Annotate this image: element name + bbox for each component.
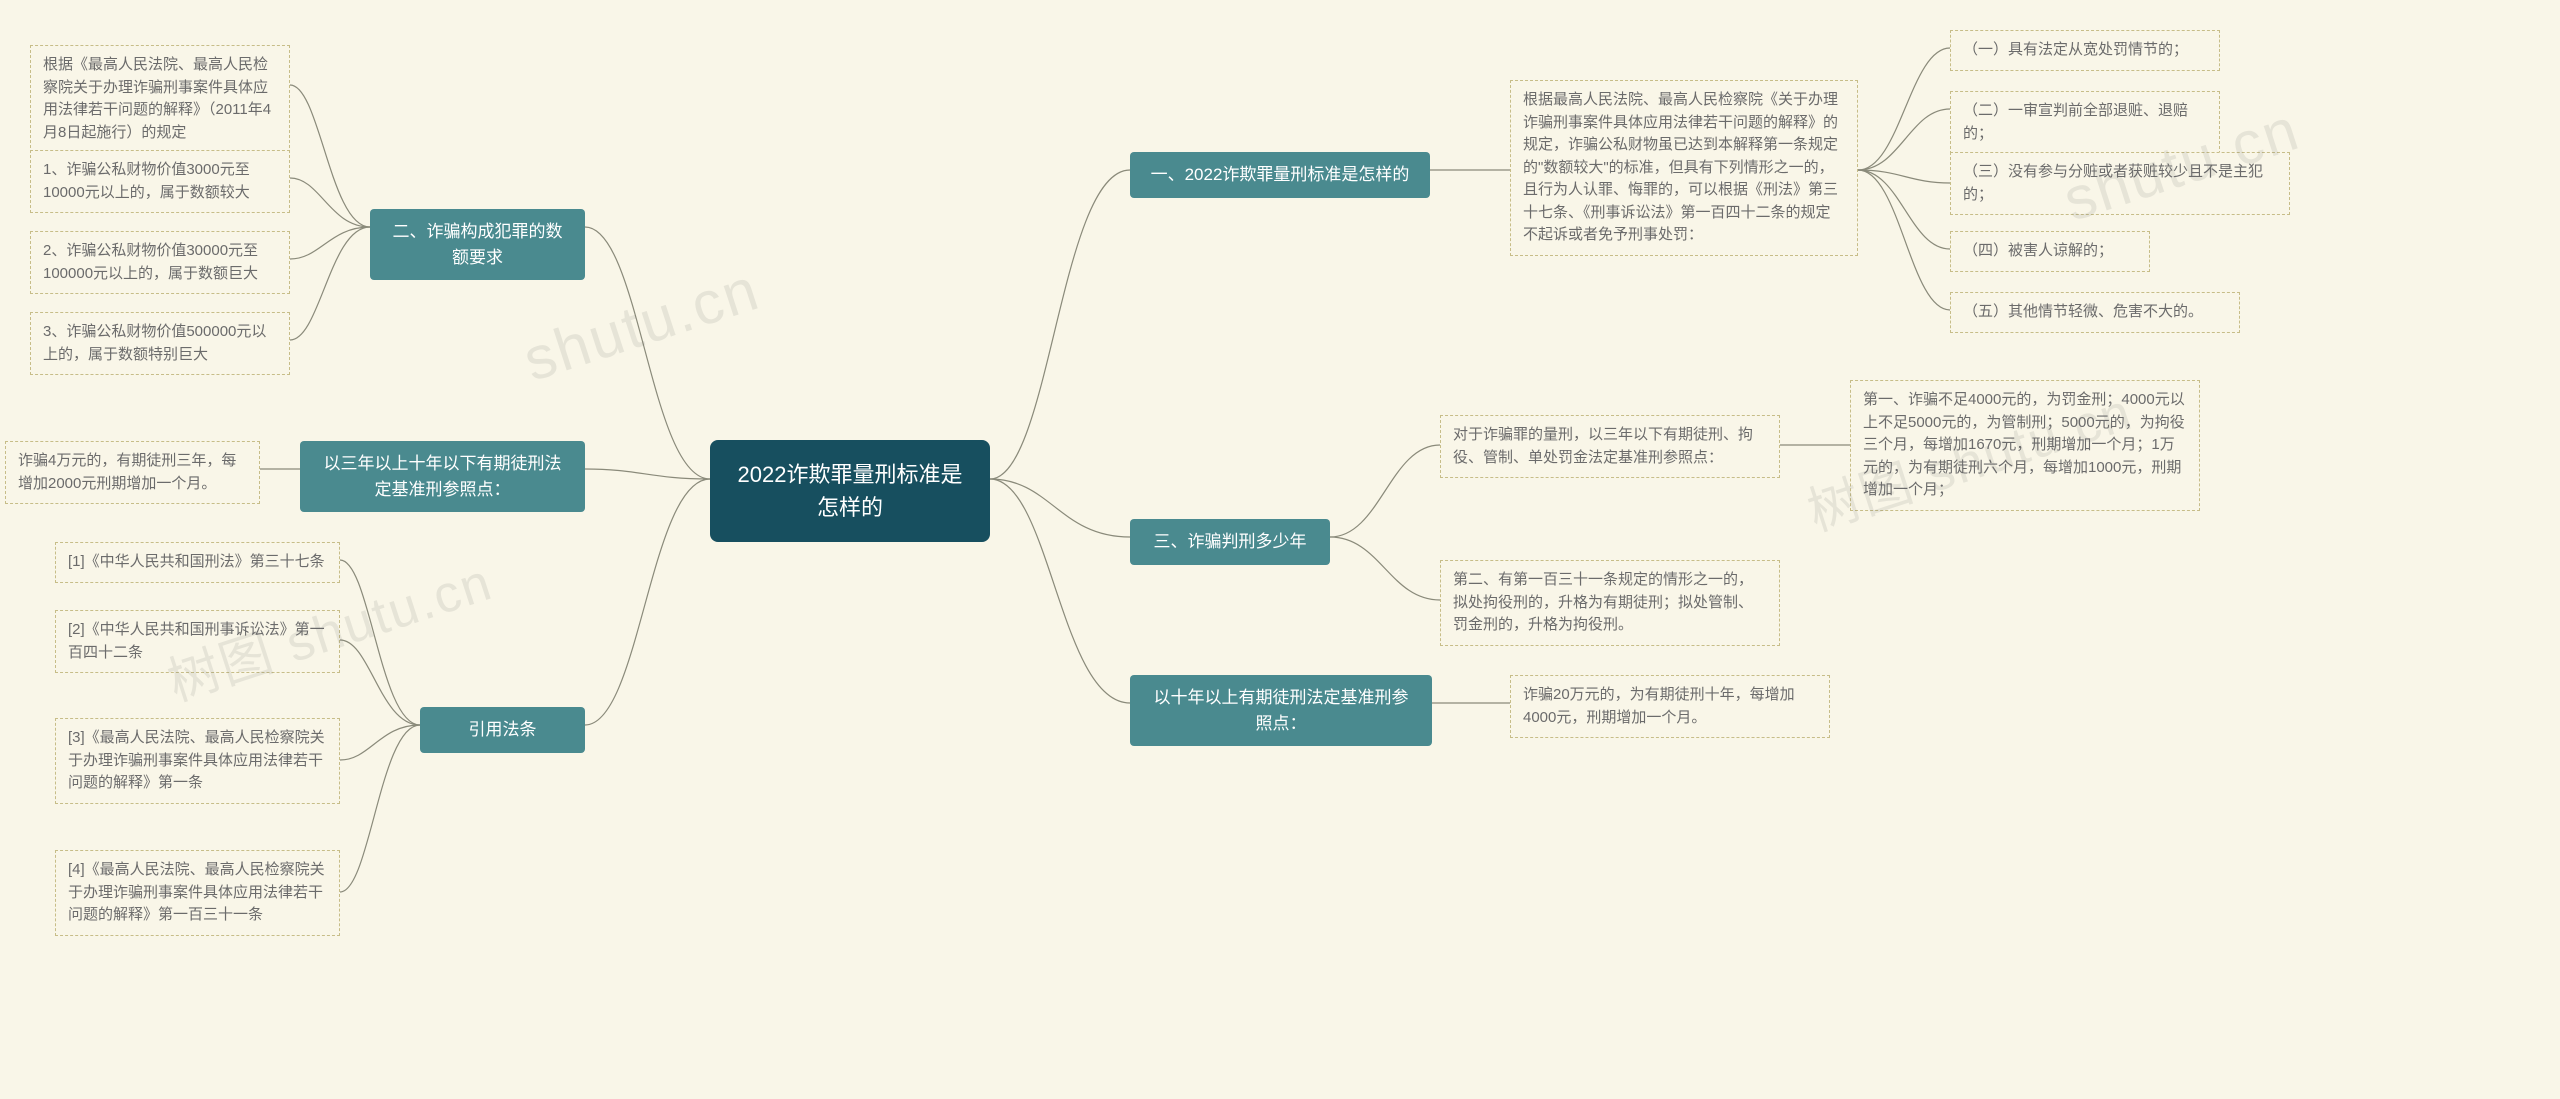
leaf-left-1-item-0: 根据《最高人民法院、最高人民检察院关于办理诈骗刑事案件具体应用法律若干问题的解释… bbox=[30, 45, 290, 153]
leaf-left-1-item-1: 1、诈骗公私财物价值3000元至10000元以上的，属于数额较大 bbox=[30, 150, 290, 213]
branch-left-1: 二、诈骗构成犯罪的数额要求 bbox=[370, 209, 585, 280]
branch-right-2: 三、诈骗判刑多少年 bbox=[1130, 519, 1330, 565]
leaf-left-3-item-0: [1]《中华人民共和国刑法》第三十七条 bbox=[55, 542, 340, 583]
leaf-right-1-item-4: （五）其他情节轻微、危害不大的。 bbox=[1950, 292, 2240, 333]
leaf-left-3-item-3: [4]《最高人民法院、最高人民检察院关于办理诈骗刑事案件具体应用法律若干问题的解… bbox=[55, 850, 340, 936]
leaf-left-2-l1: 诈骗4万元的，有期徒刑三年，每增加2000元刑期增加一个月。 bbox=[5, 441, 260, 504]
leaf-left-1-item-3: 3、诈骗公私财物价值500000元以上的，属于数额特别巨大 bbox=[30, 312, 290, 375]
leaf-right-1-item-1: （二）一审宣判前全部退赃、退赔的； bbox=[1950, 91, 2220, 154]
branch-left-2: 以三年以上十年以下有期徒刑法定基准刑参照点： bbox=[300, 441, 585, 512]
leaf-right-2-l3: 第二、有第一百三十一条规定的情形之一的，拟处拘役刑的，升格为有期徒刑；拟处管制、… bbox=[1440, 560, 1780, 646]
leaf-left-3-item-1: [2]《中华人民共和国刑事诉讼法》第一百四十二条 bbox=[55, 610, 340, 673]
branch-left-3: 引用法条 bbox=[420, 707, 585, 753]
leaf-right-1-item-2: （三）没有参与分赃或者获赃较少且不是主犯的； bbox=[1950, 152, 2290, 215]
root-node: 2022诈欺罪量刑标准是怎样的 bbox=[710, 440, 990, 542]
leaf-right-2-l2: 第一、诈骗不足4000元的，为罚金刑；4000元以上不足5000元的，为管制刑；… bbox=[1850, 380, 2200, 511]
branch-right-1: 一、2022诈欺罪量刑标准是怎样的 bbox=[1130, 152, 1430, 198]
leaf-right-1-desc: 根据最高人民法院、最高人民检察院《关于办理诈骗刑事案件具体应用法律若干问题的解释… bbox=[1510, 80, 1858, 256]
leaf-right-1-item-3: （四）被害人谅解的； bbox=[1950, 231, 2150, 272]
leaf-right-2-l1: 对于诈骗罪的量刑，以三年以下有期徒刑、拘役、管制、单处罚金法定基准刑参照点： bbox=[1440, 415, 1780, 478]
leaf-left-1-item-2: 2、诈骗公私财物价值30000元至100000元以上的，属于数额巨大 bbox=[30, 231, 290, 294]
leaf-right-3-l1: 诈骗20万元的，为有期徒刑十年，每增加4000元，刑期增加一个月。 bbox=[1510, 675, 1830, 738]
branch-right-3: 以十年以上有期徒刑法定基准刑参照点： bbox=[1130, 675, 1432, 746]
leaf-left-3-item-2: [3]《最高人民法院、最高人民检察院关于办理诈骗刑事案件具体应用法律若干问题的解… bbox=[55, 718, 340, 804]
leaf-right-1-item-0: （一）具有法定从宽处罚情节的； bbox=[1950, 30, 2220, 71]
